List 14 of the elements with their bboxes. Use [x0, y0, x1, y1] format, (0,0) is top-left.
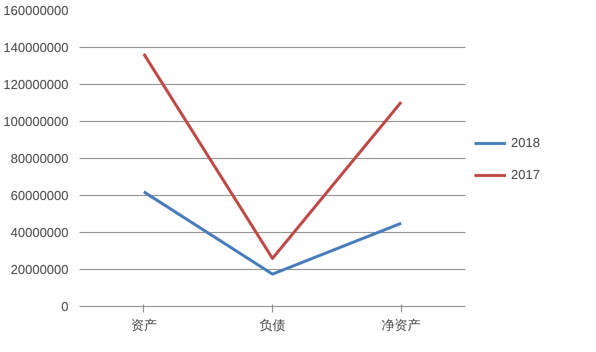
- y-tick-label: 140000000: [3, 40, 69, 55]
- x-tick-label: 净资产: [382, 318, 421, 332]
- y-tick-label: 40000000: [10, 225, 69, 240]
- y-tick-label: 120000000: [3, 77, 69, 92]
- y-tick-label: 0: [61, 299, 69, 314]
- x-tick-label: 负债: [260, 318, 286, 332]
- y-tick-label: 160000000: [3, 3, 69, 18]
- x-tick-label: 资产: [130, 318, 157, 332]
- y-tick-label: 20000000: [10, 262, 69, 277]
- y-tick-label: 100000000: [3, 114, 69, 129]
- y-tick-label: 60000000: [10, 188, 69, 203]
- legend-label: 2018: [511, 135, 540, 150]
- y-tick-label: 80000000: [10, 151, 69, 166]
- legend-label: 2017: [511, 167, 540, 182]
